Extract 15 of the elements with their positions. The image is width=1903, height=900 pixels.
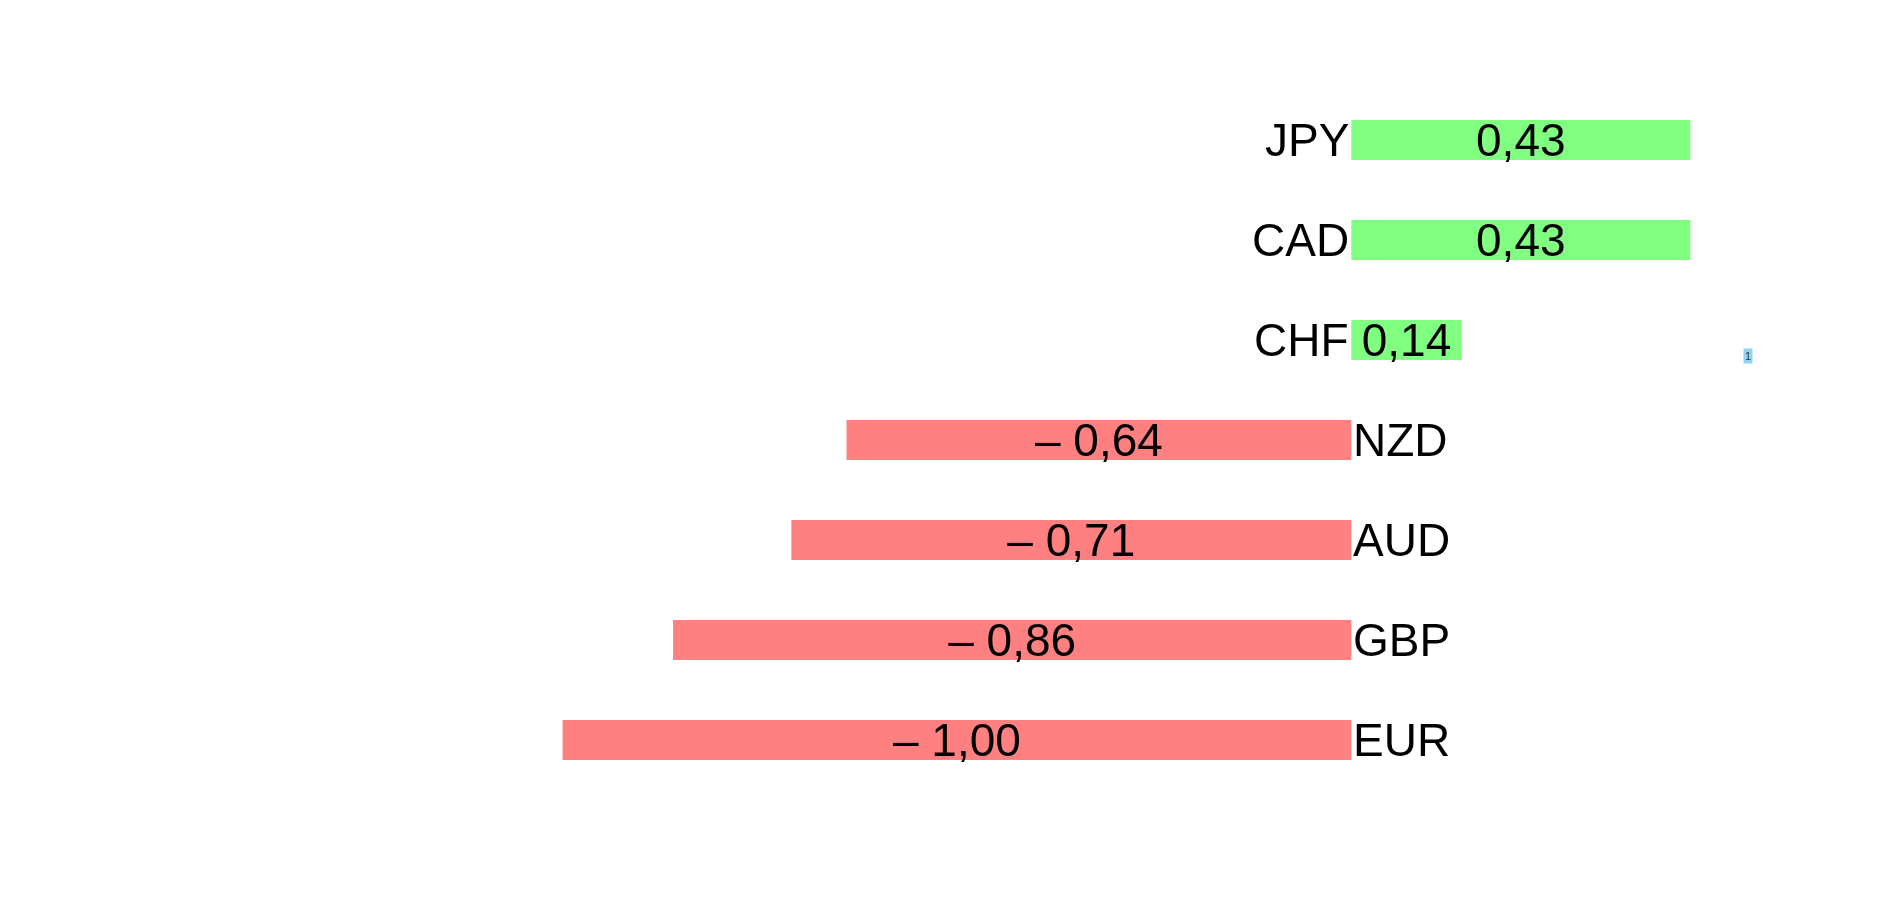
- data-label: – 0,64: [1034, 414, 1163, 466]
- y-tick-label: NZD: [1353, 414, 1448, 466]
- data-label: 0,14: [1361, 314, 1452, 366]
- y-tick-label: AUD: [1353, 514, 1451, 566]
- y-tick-label: CHF: [1254, 314, 1349, 366]
- y-tick-label: GBP: [1353, 614, 1451, 666]
- y-tick-label: JPY: [1265, 114, 1350, 166]
- data-label: – 1,00: [893, 714, 1021, 766]
- data-label: 0,43: [1476, 214, 1566, 266]
- text: 1: [1745, 350, 1752, 362]
- y-tick-label: EUR: [1353, 714, 1451, 766]
- data-label: – 0,86: [948, 614, 1077, 666]
- data-label: – 0,71: [1007, 514, 1136, 566]
- data-label: 0,43: [1476, 114, 1566, 166]
- y-tick-label: CAD: [1252, 214, 1350, 266]
